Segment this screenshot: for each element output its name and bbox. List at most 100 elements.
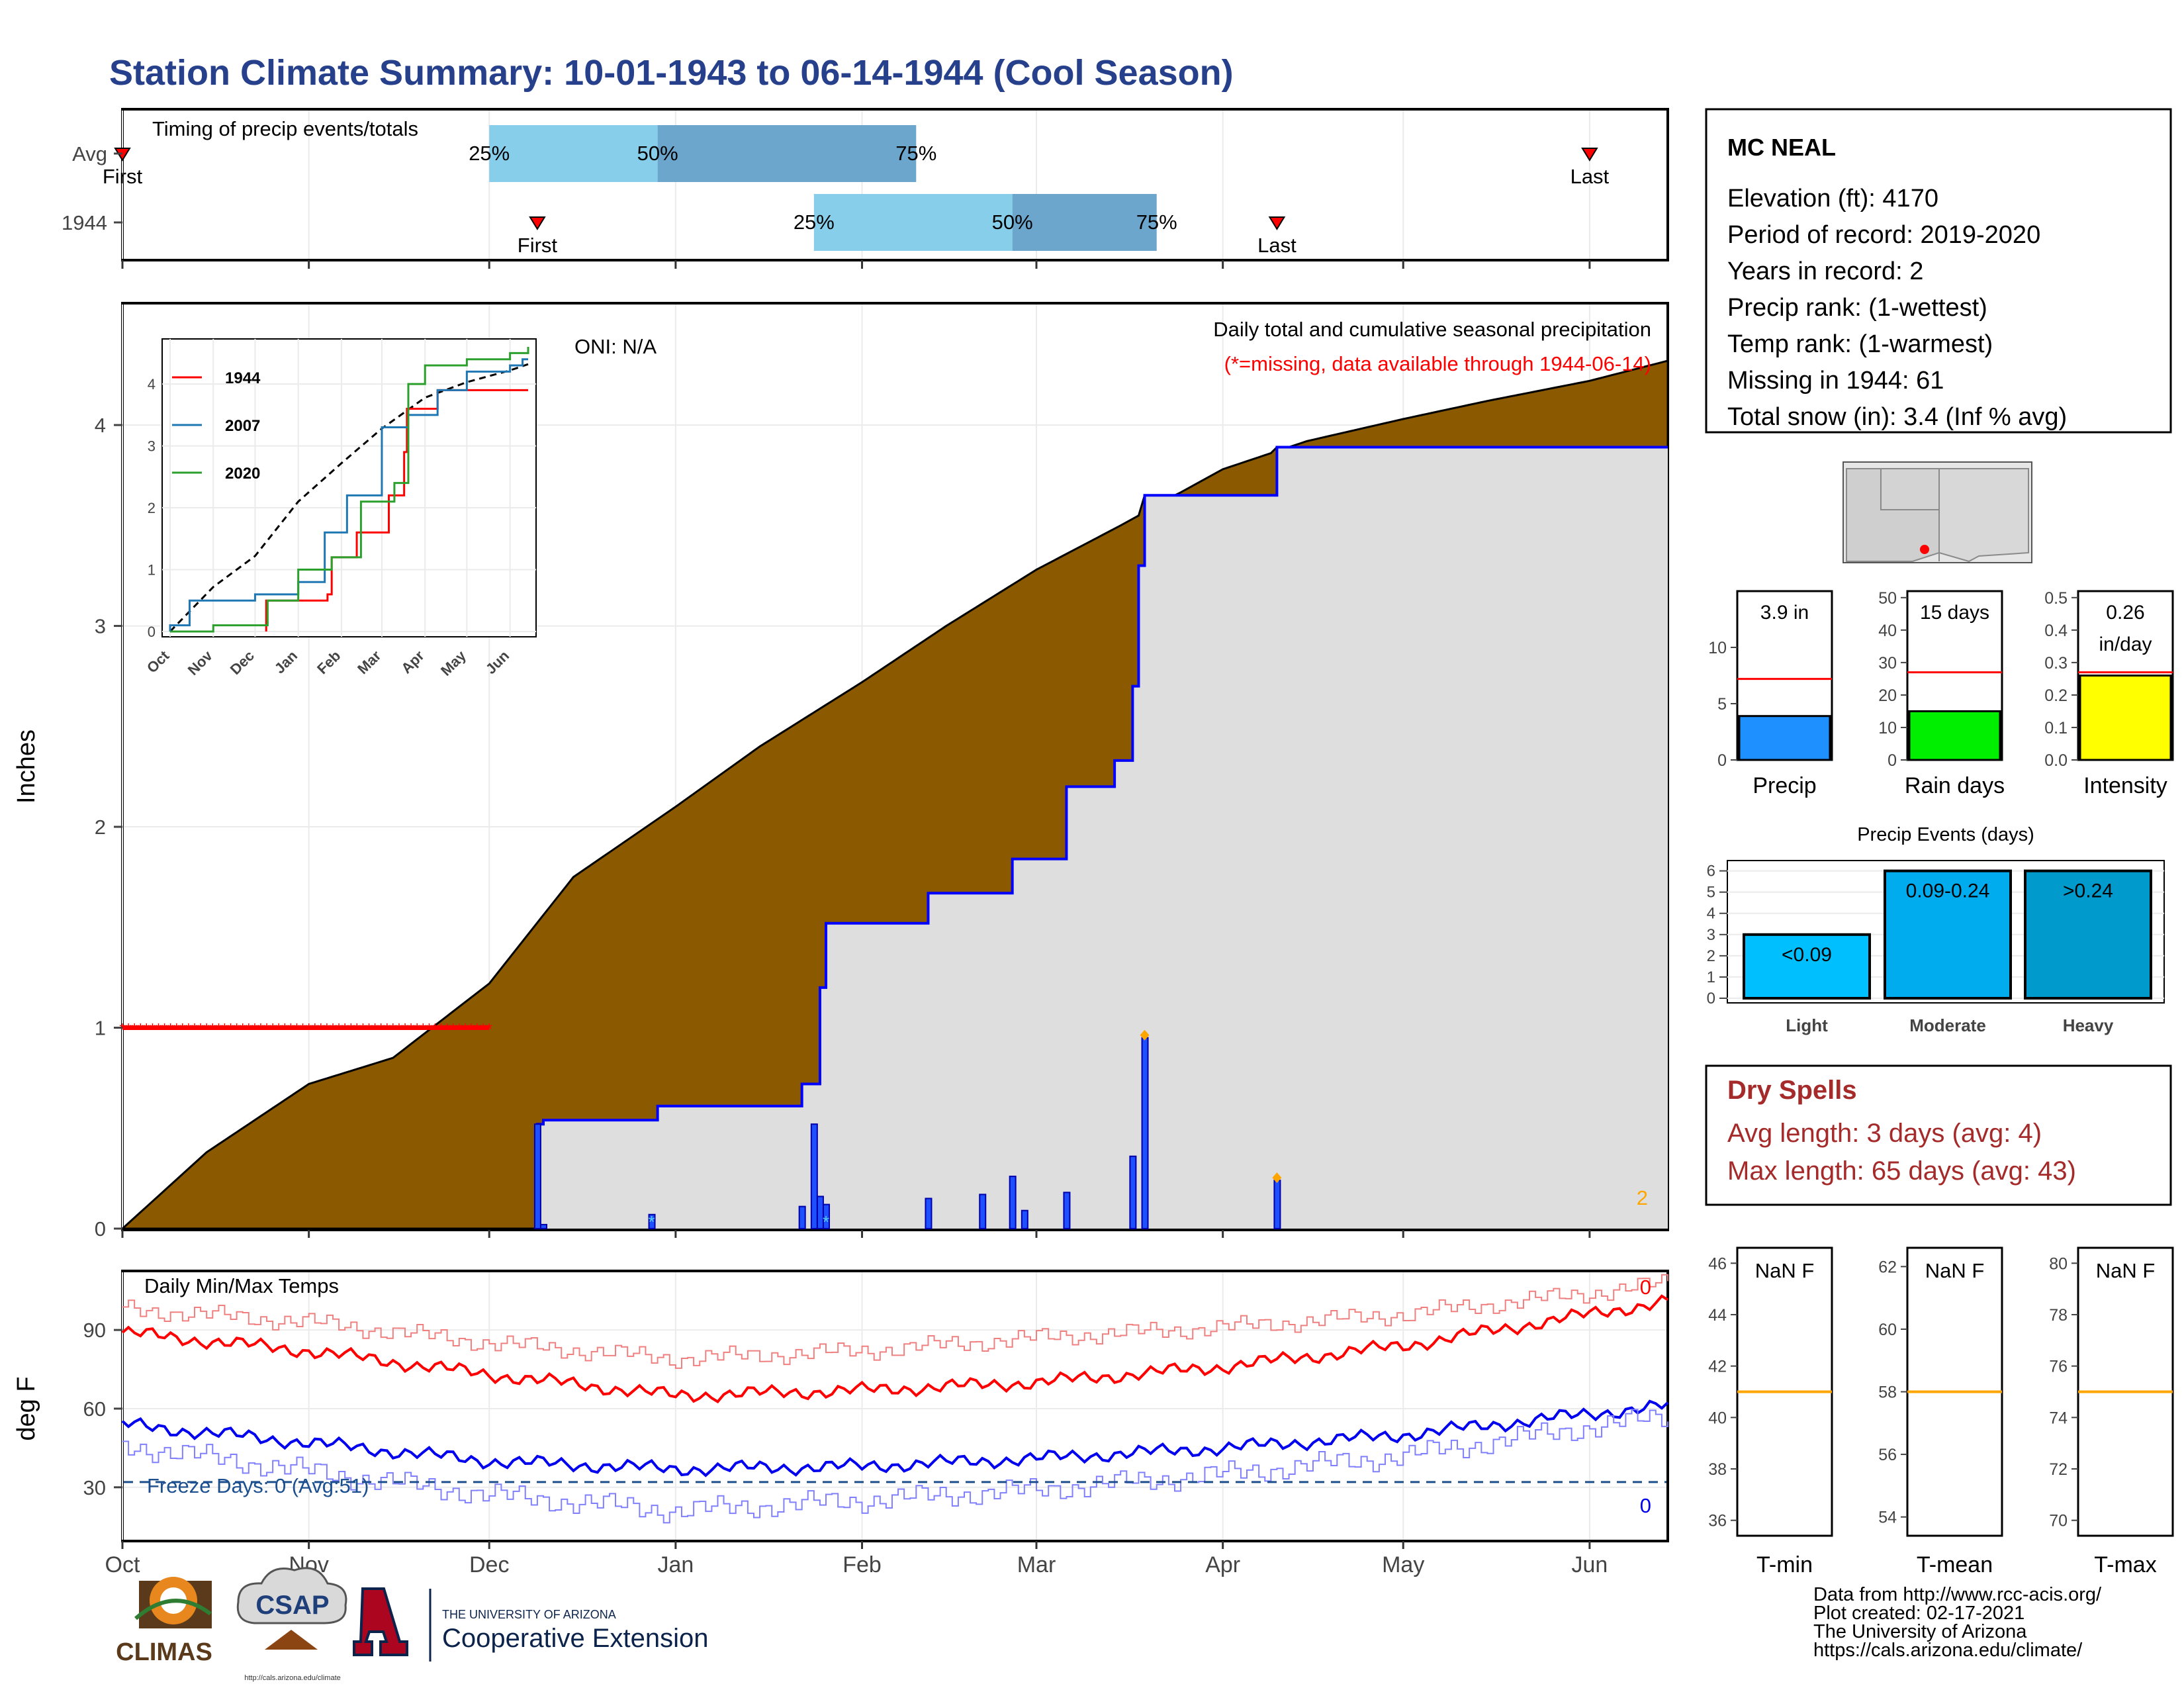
missing-day-marker: *: [234, 1021, 240, 1039]
temp-boxes: 36 38 40 42 44 46 NaN F T-min 54 56 58 60 62 NaN F T-m…: [1708, 1246, 2174, 1577]
missing-day-marker: *: [240, 1021, 246, 1039]
temp-box-value: NaN F: [1925, 1259, 1985, 1282]
missing-day-marker: *: [257, 1021, 263, 1039]
missing-day-marker: *: [324, 1021, 330, 1039]
timing-bar-25-50: [813, 194, 1013, 251]
temp-box-label: T-max: [2094, 1552, 2156, 1577]
temp-title: Daily Min/Max Temps: [144, 1274, 339, 1297]
summary-ytick-label: 0.5: [2044, 589, 2068, 608]
summary-ytick-label: 0: [1717, 751, 1727, 770]
temp-box-ytick-label: 44: [1708, 1306, 1727, 1325]
summary-bar-rain-days: [1908, 710, 2001, 761]
summary-ytick-label: 0: [1888, 751, 1897, 770]
precip-ytick-label: 0: [95, 1217, 106, 1241]
missing-day-marker: *: [144, 1021, 150, 1039]
events-ytick-label: 3: [1707, 926, 1715, 944]
station-info-box: MC NEAL Elevation (ft): 4170 Period of r…: [1705, 108, 2172, 434]
inset-ytick-label: 4: [148, 376, 156, 393]
missing-day-marker: *: [167, 1021, 173, 1039]
footer-line-source: Data from http://www.rcc-acis.org/: [1813, 1584, 2102, 1605]
events-bar-light: [1743, 933, 1871, 1000]
missing-day-marker: *: [161, 1021, 167, 1039]
events-ytick-label: 0: [1707, 990, 1715, 1008]
timing-p75-label: 75%: [895, 142, 936, 165]
temp-box-ytick-label: 36: [1708, 1512, 1727, 1530]
missing-day-marker: *: [468, 1021, 474, 1039]
csap-logo-text: CSAP: [255, 1591, 329, 1620]
summary-ytick-label: 30: [1878, 654, 1897, 673]
month-tick-label: Apr: [1205, 1552, 1240, 1577]
temp-box-ytick-label: 62: [1878, 1258, 1897, 1276]
min-count-label: 0: [1640, 1494, 1651, 1517]
summary-bars: 0 5 10 3.9 in Precip 0 10 20 30 40 50 15 days Rain d…: [1708, 589, 2174, 798]
footer-line-university: The University of Arizona: [1813, 1621, 2027, 1642]
temp-box-ytick-label: 38: [1708, 1460, 1727, 1479]
precip-ylabel: Inches: [13, 729, 40, 804]
missing-day-marker: *: [282, 1021, 288, 1039]
events-ytick-label: 1: [1707, 968, 1715, 986]
daily-precip-bar: [823, 1203, 831, 1230]
events-ytick-label: 4: [1707, 905, 1715, 923]
missing-day-marker: *: [420, 1021, 426, 1039]
temp-line-avg-max: [121, 1294, 1669, 1404]
missing-day-marker: *: [156, 1021, 161, 1039]
missing-day-marker: *: [414, 1021, 420, 1039]
precip-ytick-label: 2: [95, 816, 106, 839]
daily-precip-bar: [539, 1223, 547, 1229]
summary-ytick-label: 0.0: [2044, 751, 2068, 770]
timing-first-label: First: [518, 234, 558, 257]
large-event-marker: [1140, 1029, 1150, 1041]
summary-ytick-label: 10: [1708, 639, 1727, 657]
temp-box-ytick-label: 56: [1878, 1446, 1897, 1464]
climas-logo-text: CLIMAS: [116, 1638, 212, 1666]
snow-marker: *: [823, 1212, 829, 1232]
timing-p25-label: 25%: [794, 211, 835, 234]
missing-day-marker: *: [222, 1021, 228, 1039]
station-line-temp-rank: Temp rank: (1-warmest): [1727, 330, 1993, 358]
month-tick-label: Jan: [657, 1552, 694, 1577]
obs-cumulative-area: [122, 447, 1668, 1229]
temp-box-ytick-label: 70: [2049, 1512, 2068, 1530]
snow-marker: *: [648, 1212, 655, 1232]
temp-ytick-label: 90: [83, 1319, 106, 1342]
timing-row-avg-label: Avg: [72, 142, 107, 165]
month-tick-label: Dec: [469, 1552, 509, 1577]
summary-ytick-label: 10: [1878, 719, 1897, 737]
events-bar-moderate: [1884, 869, 2012, 1000]
precip-ytick-label: 3: [95, 615, 106, 638]
timing-last-label: Last: [1257, 234, 1297, 257]
inset-line-1944: [265, 389, 528, 632]
freeze-days-label: Freeze Days: 0 (Avg:51): [147, 1474, 369, 1497]
missing-day-marker: *: [378, 1021, 384, 1039]
summary-bar-label: Rain days: [1905, 773, 2005, 798]
missing-day-marker: *: [312, 1021, 318, 1039]
events-bar-range: >0.24: [2063, 880, 2113, 902]
missing-day-marker: *: [125, 1021, 131, 1039]
daily-precip-bar: [1141, 1037, 1149, 1230]
precip-missing-note: (*=missing, data available through 1944-…: [1224, 352, 1651, 375]
summary-ytick-label: 0.1: [2044, 719, 2068, 737]
timing-bar-50-75: [657, 125, 917, 182]
temp-ytick-label: 60: [83, 1397, 106, 1421]
timing-panel: 25% 50% 75% First Last 25% 50% 75% First Last Tim…: [62, 108, 1669, 261]
summary-bar-label: Precip: [1752, 773, 1816, 798]
missing-day-marker: *: [246, 1021, 251, 1039]
month-tick-label: Oct: [105, 1552, 140, 1577]
daily-precip-bar: [798, 1205, 806, 1230]
timing-row-1944-label: 1944: [62, 211, 107, 234]
max-count-label: 0: [1640, 1276, 1651, 1299]
daily-precip-bar: [810, 1123, 818, 1229]
inset-line-2007: [169, 358, 528, 632]
timing-p50-label: 50%: [992, 211, 1033, 234]
missing-day-marker: *: [210, 1021, 216, 1039]
inset-legend-label: 1944: [225, 369, 261, 387]
missing-day-marker: *: [444, 1021, 450, 1039]
missing-day-marker: *: [348, 1021, 354, 1039]
missing-day-marker: *: [294, 1021, 300, 1039]
missing-day-marker: *: [456, 1021, 462, 1039]
summary-ytick-label: 20: [1878, 686, 1897, 705]
inset-ytick-label: 3: [148, 438, 156, 455]
dry-spells-max: Max length: 65 days (avg: 43): [1727, 1156, 2076, 1186]
climas-logo: CLIMAS: [116, 1577, 212, 1666]
timing-last-label: Last: [1570, 165, 1610, 188]
